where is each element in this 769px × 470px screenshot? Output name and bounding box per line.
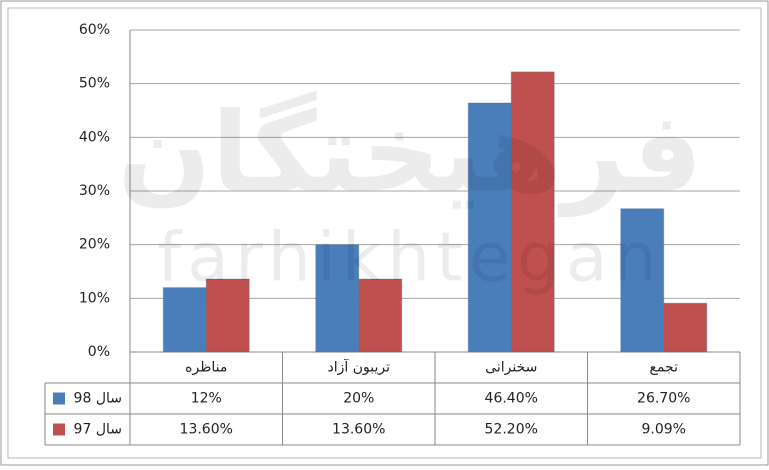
data-label: 13.60% [332,422,385,438]
y-tick-label: 60% [79,22,110,38]
legend-label: سال 97 [74,422,122,438]
data-label: 52.20% [485,422,538,438]
data-label: 46.40% [485,391,538,407]
bar [358,278,403,353]
bar [205,278,250,353]
watermark: farhikhtegan [157,219,662,298]
y-tick-label: 10% [79,290,110,306]
bar [620,208,665,353]
data-label: 13.60% [180,422,233,438]
watermark: فرهیختگان [118,88,703,217]
y-tick-label: 50% [79,76,110,92]
legend-swatch [53,423,65,436]
y-tick-label: 30% [79,183,110,199]
data-label: 26.70% [637,391,690,407]
data-label: 9.09% [642,422,686,438]
data-label: 20% [343,391,374,407]
x-tick-label: سخنرانی [485,360,537,376]
bar [510,71,555,353]
legend-label: سال 98 [74,391,122,407]
data-label: 12% [191,391,222,407]
x-tick-label: مناظره [185,360,227,376]
bar [315,244,360,353]
inner-frame [7,7,762,459]
x-tick-label: تجمع [650,360,679,376]
y-tick-label: 0% [88,344,110,360]
y-tick-label: 20% [79,237,110,253]
x-tick-label: تریبون آزاد [328,359,391,376]
bar [162,287,207,353]
y-tick-label: 40% [79,129,110,145]
plot: 0% 10% 20% 30% 40% 50% 60% مناظره 12% 13.60% تریبو… [44,22,741,446]
bar [467,102,512,353]
bar [663,302,708,353]
legend-swatch [53,392,65,405]
